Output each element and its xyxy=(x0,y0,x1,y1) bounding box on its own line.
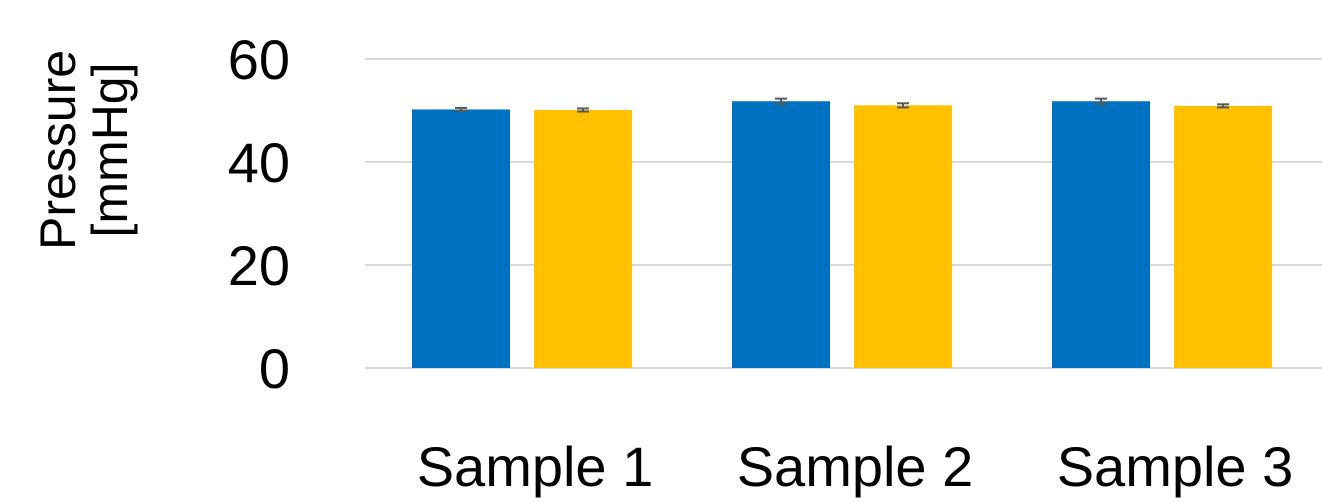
bar xyxy=(732,101,830,368)
x-axis-ticks: Sample 1 Sample 2 Sample 3 xyxy=(417,435,1294,498)
y-axis-ticks: 0 20 40 60 xyxy=(228,28,290,400)
y-tick-label: 40 xyxy=(228,131,290,194)
y-axis-title-line-1: Pressure xyxy=(30,50,86,250)
y-tick-label: 20 xyxy=(228,234,290,297)
x-tick-label: Sample 1 xyxy=(417,435,654,498)
x-tick-label: Sample 3 xyxy=(1057,435,1294,498)
y-axis-title-line-2: [mmHg] xyxy=(82,63,138,238)
bar xyxy=(854,105,952,368)
y-tick-label: 0 xyxy=(259,337,290,400)
bar xyxy=(534,109,632,369)
gridlines xyxy=(365,58,1322,369)
error-bars xyxy=(455,97,1229,113)
bars xyxy=(412,101,1272,369)
bar xyxy=(1052,101,1150,368)
x-tick-label: Sample 2 xyxy=(737,435,974,498)
bar xyxy=(412,109,510,368)
y-tick-label: 60 xyxy=(228,28,290,91)
y-axis-title: Pressure [mmHg] xyxy=(30,50,138,250)
bar xyxy=(1174,105,1272,369)
